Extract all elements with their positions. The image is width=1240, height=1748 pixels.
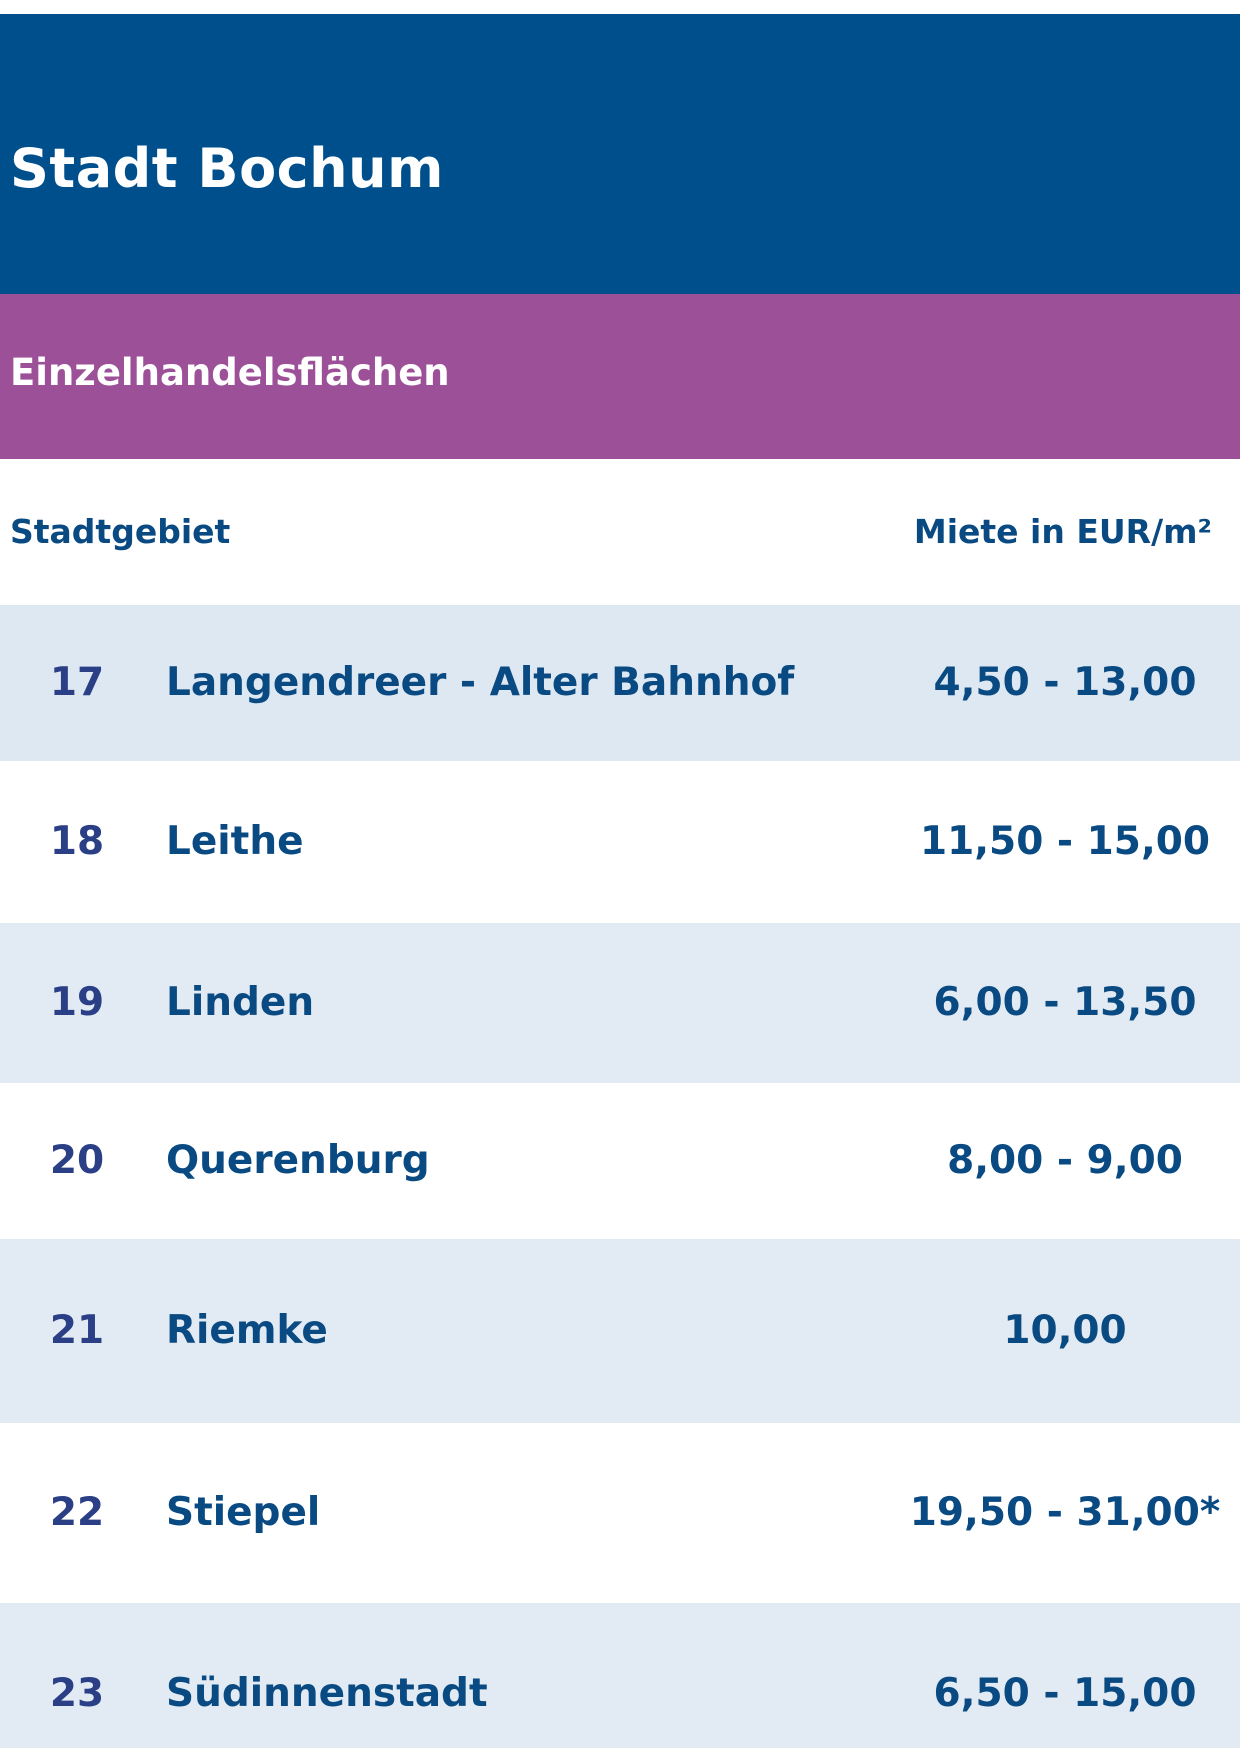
rent-range: 8,00 - 9,00 (947, 1138, 1183, 1183)
page-title: Stadt Bochum (10, 137, 444, 200)
section-title: Einzelhandelsflächen (10, 351, 450, 394)
district-name: Südinnenstadt (166, 1671, 488, 1716)
rent-range: 19,50 - 31,00* (909, 1490, 1221, 1535)
district-name: Riemke (166, 1308, 328, 1353)
table-row: 19 Linden 6,00 - 13,50 (0, 923, 1240, 1083)
table-row: 20 Querenburg 8,00 - 9,00 (0, 1083, 1240, 1239)
table-row: 17 Langendreer - Alter Bahnhof 4,50 - 13… (0, 605, 1240, 761)
rent-range: 4,50 - 13,00 (933, 660, 1197, 705)
subtitle-bar: Einzelhandelsflächen (0, 294, 1240, 459)
district-number: 18 (49, 819, 105, 864)
district-number: 17 (49, 660, 105, 705)
rent-range: 11,50 - 15,00 (919, 819, 1211, 864)
column-header-district: Stadtgebiet (10, 512, 231, 551)
district-number: 22 (49, 1490, 105, 1535)
table-row: 18 Leithe 11,50 - 15,00 (0, 761, 1240, 923)
district-number: 21 (49, 1308, 105, 1353)
table-row: 22 Stiepel 19,50 - 31,00* (0, 1423, 1240, 1603)
district-number: 19 (49, 980, 105, 1025)
district-name: Linden (166, 980, 315, 1025)
rent-range: 6,50 - 15,00 (933, 1671, 1197, 1716)
table-header: Stadtgebiet Miete in EUR/m² (0, 459, 1240, 605)
district-number: 23 (49, 1671, 105, 1716)
table-body: 17 Langendreer - Alter Bahnhof 4,50 - 13… (0, 605, 1240, 1748)
district-name: Stiepel (166, 1490, 321, 1535)
rent-range: 10,00 (1003, 1308, 1127, 1353)
district-name: Leithe (166, 819, 304, 864)
table-row: 21 Riemke 10,00 (0, 1239, 1240, 1423)
column-header-rent: Miete in EUR/m² (913, 512, 1212, 551)
district-name: Langendreer - Alter Bahnhof (166, 660, 795, 705)
district-number: 20 (49, 1138, 105, 1183)
district-name: Querenburg (166, 1138, 430, 1183)
rent-range: 6,00 - 13,50 (933, 980, 1197, 1025)
table-row: 23 Südinnenstadt 6,50 - 15,00 (0, 1603, 1240, 1748)
title-bar: Stadt Bochum (0, 14, 1240, 294)
